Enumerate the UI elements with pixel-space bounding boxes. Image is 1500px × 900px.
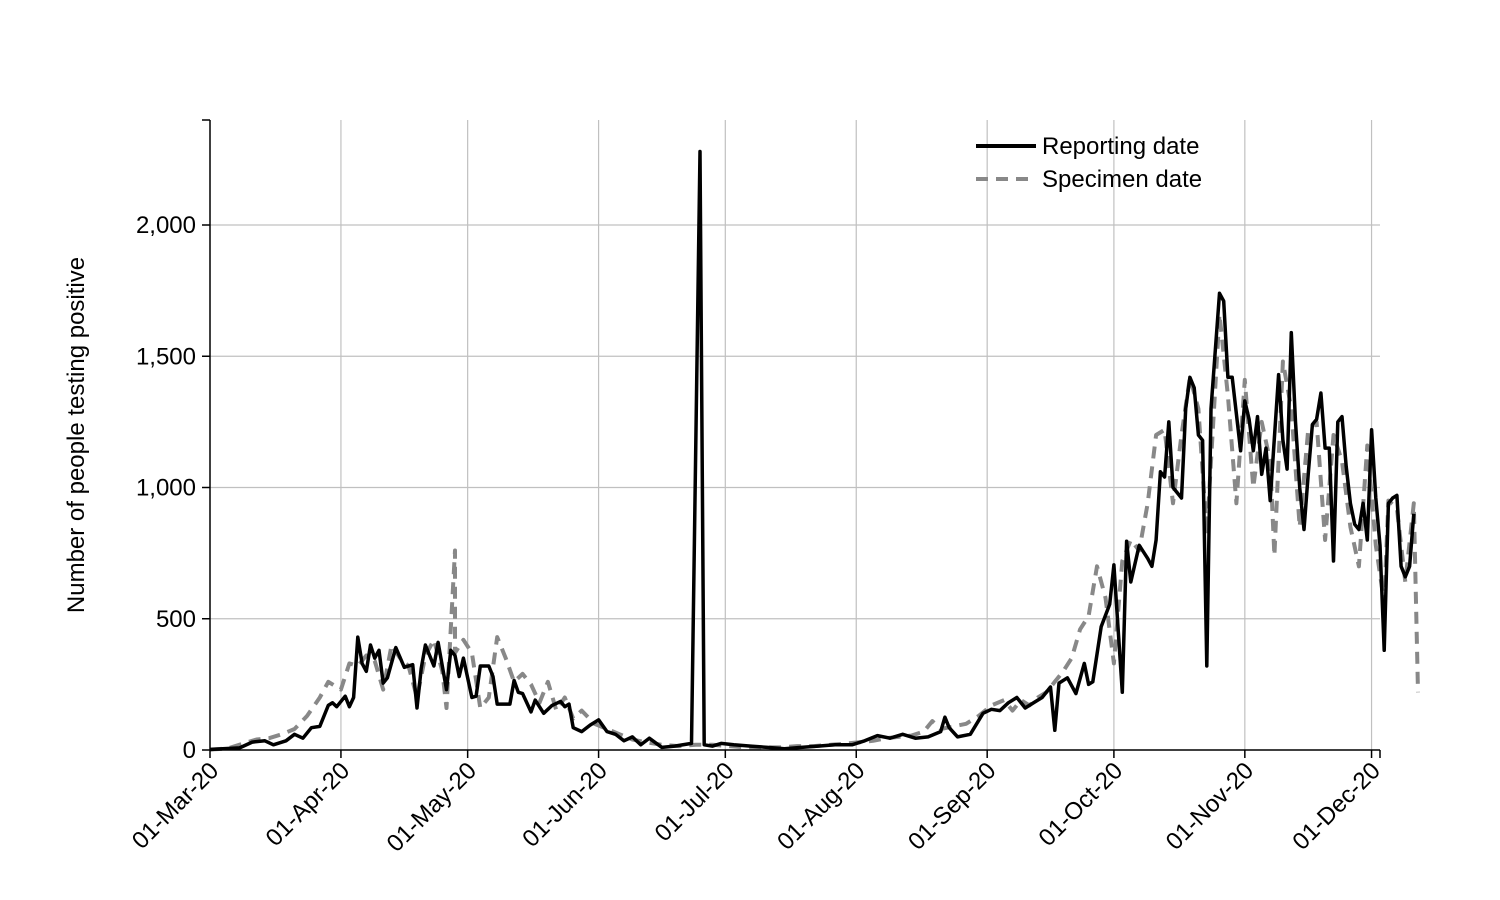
y-tick-label: 1,500 <box>136 343 196 370</box>
legend-label-reporting: Reporting date <box>1042 133 1199 160</box>
series-specimen-date-line <box>209 312 1420 752</box>
series-reporting-date-line <box>209 149 1416 752</box>
x-tick-label: 01-Dec-20 <box>1287 757 1385 855</box>
x-tick-label: 01-Jul-20 <box>650 757 740 847</box>
x-tick-label: 01-May-20 <box>382 757 482 857</box>
legend: Reporting date Specimen date <box>976 133 1202 193</box>
x-tick-label: 01-Aug-20 <box>772 757 870 855</box>
x-tick-label: 01-Jun-20 <box>517 757 613 853</box>
x-tick-label: 01-Sep-20 <box>903 757 1001 855</box>
x-tick-label: 01-Mar-20 <box>127 757 224 854</box>
axes <box>209 120 1380 751</box>
y-tick-label: 1,000 <box>136 475 196 502</box>
y-tick-label: 2,000 <box>136 212 196 239</box>
x-tick-label: 01-Nov-20 <box>1161 757 1259 855</box>
y-axis-title: Number of people testing positive <box>63 257 90 613</box>
y-tick-label: 0 <box>183 737 196 764</box>
y-tick-label: 500 <box>156 606 196 633</box>
legend-label-specimen: Specimen date <box>1042 166 1202 193</box>
grid <box>210 120 1380 750</box>
x-tick-label: 01-Oct-20 <box>1034 757 1129 852</box>
series-layer <box>209 149 1420 752</box>
x-tick-label: 01-Apr-20 <box>261 757 356 852</box>
